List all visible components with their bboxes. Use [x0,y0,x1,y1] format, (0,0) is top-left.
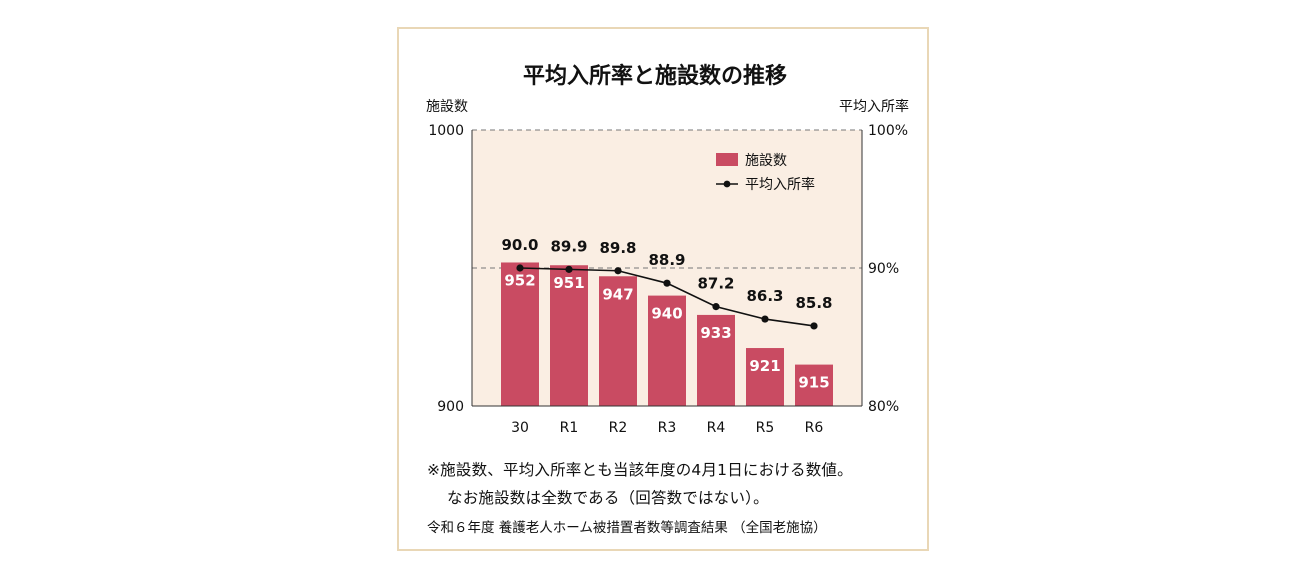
rate-value-label: 89.9 [550,237,587,255]
rate-point [565,265,573,273]
rate-value-label: 88.9 [648,251,685,269]
rate-point [810,322,818,330]
bar-R1 [550,265,588,406]
bar-R5 [746,348,784,406]
rate-point [614,267,622,275]
rate-value-label: 85.8 [795,294,832,312]
x-tick-label: R5 [756,420,775,436]
bar-value-label: 951 [553,274,584,292]
legend-bar-label: 施設数 [745,153,787,169]
rate-value-label: 86.3 [746,287,783,305]
right-axis-label: 平均入所率 [839,98,909,115]
x-tick-label: R1 [560,420,579,436]
legend-line-marker [723,180,731,188]
x-tick-label: R3 [658,420,677,436]
left-tick-label: 900 [437,399,464,415]
rate-value-label: 89.8 [599,239,636,257]
rate-value-label: 90.0 [501,236,538,254]
right-tick-label: 90% [868,261,899,277]
rate-point [761,315,769,323]
bar-value-label: 952 [504,271,535,289]
chart-title: 平均入所率と施設数の推移 [523,63,787,89]
bar-R6 [795,364,833,406]
rate-point [712,303,720,311]
rate-value-label: 87.2 [697,275,734,293]
bar-value-label: 947 [602,285,633,303]
x-tick-label: R6 [805,420,824,436]
note-line-2: なお施設数は全数である（回答数ではない）。 [447,489,769,507]
bar-value-label: 921 [749,357,780,375]
left-tick-label: 1000 [428,123,464,139]
right-tick-label: 100% [868,123,908,139]
bar-value-label: 915 [798,374,829,392]
bar-value-label: 940 [651,305,682,323]
legend-bar-swatch [716,153,738,166]
chart: 平均入所率と施設数の推移 施設数 平均入所率 952 951 947 940 933 92… [426,63,909,436]
left-axis-label: 施設数 [426,99,468,115]
bar-R3 [648,295,686,406]
bar-value-label: 933 [700,324,731,342]
bar-R2 [599,276,637,406]
right-tick-label: 80% [868,399,899,415]
bar-R4 [697,314,735,406]
rate-point [516,264,524,272]
bar-30 [501,262,539,406]
chart-frame: 平均入所率と施設数の推移 施設数 平均入所率 952 951 947 940 933 92… [397,27,929,551]
legend-line-label: 平均入所率 [745,176,815,193]
x-tick-label: R4 [707,420,726,436]
note-line-1: ※施設数、平均入所率とも当該年度の4月1日における数値。 [427,461,853,479]
rate-point [663,279,671,287]
source-text: 令和６年度 養護老人ホーム被措置者数等調査結果 （全国老施協） [427,520,827,536]
x-tick-label: R2 [609,420,628,436]
plot-area: 952 951 947 940 933 921 915 1000 900 100% 90% 80% 30… [428,123,908,436]
x-tick-label: 30 [511,420,529,436]
